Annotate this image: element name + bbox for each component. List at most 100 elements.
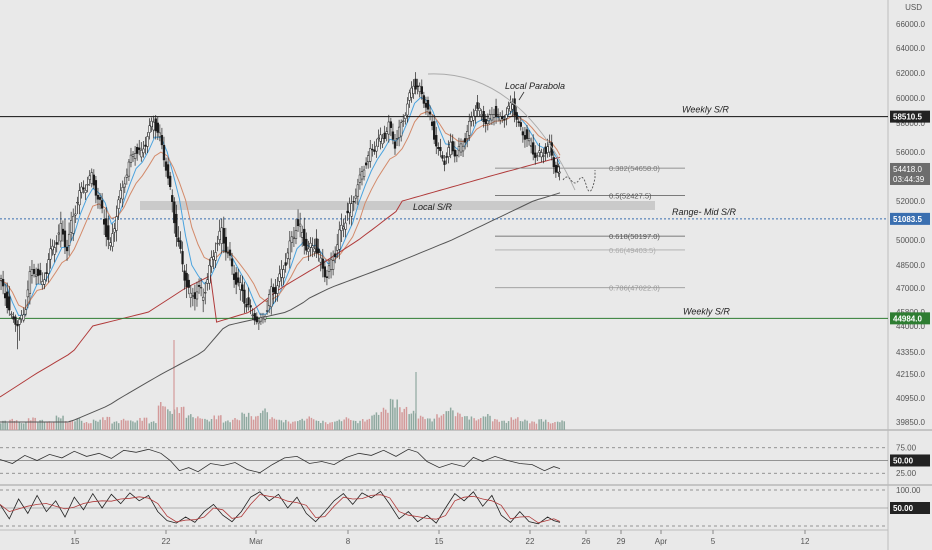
volume-bar [39, 420, 41, 430]
candle-body [253, 313, 256, 321]
candle-body [39, 270, 42, 276]
volume-bar [280, 420, 283, 430]
candle-body [408, 92, 411, 101]
parabola-arrow [518, 91, 525, 101]
candle-body [241, 284, 244, 292]
date-tick-label: 22 [162, 537, 171, 546]
candle-body [437, 147, 440, 149]
volume-bar [324, 422, 327, 430]
candle-body [187, 279, 190, 288]
volume-bar [85, 422, 88, 430]
volume-bar [18, 422, 21, 430]
candle-body [317, 248, 320, 254]
volume-bar [76, 418, 78, 430]
volume-bar [533, 421, 535, 430]
candle-body [486, 120, 489, 124]
candle-body [435, 135, 438, 147]
volume-bar [403, 408, 406, 430]
candle-body [280, 268, 283, 278]
volume-bar [192, 417, 194, 430]
volume-bar [187, 415, 190, 430]
volume-bar [243, 413, 246, 430]
candle-body [352, 201, 355, 203]
currency-label: USD [905, 3, 922, 12]
candle-body [57, 232, 60, 235]
candle-body [461, 145, 465, 152]
volume-bar [484, 416, 487, 430]
candle-body [61, 228, 65, 235]
candle-body [546, 146, 549, 153]
stoch-d-line [0, 494, 561, 524]
volume-bar [338, 419, 341, 430]
volume-bar [498, 421, 501, 430]
candle-body [354, 195, 357, 199]
date-tick-label: Mar [249, 537, 263, 546]
volume-bar [266, 412, 268, 430]
volume-bar [275, 419, 278, 430]
volume-bar [167, 409, 169, 430]
candle-body [26, 289, 29, 298]
volume-bar [106, 416, 108, 430]
candle-body [455, 154, 459, 157]
volume-bar [442, 414, 445, 430]
candle-body [507, 105, 510, 109]
candle-body [158, 132, 162, 138]
date-tick-label: Apr [655, 537, 668, 546]
volume-bar [512, 419, 515, 430]
volume-bar [510, 417, 512, 430]
fib-label: 0.66(49403.5) [609, 246, 656, 255]
candle-body [270, 286, 273, 308]
volume-bar [491, 421, 494, 430]
volume-bar [41, 419, 44, 430]
candle-body [86, 184, 89, 186]
candle-body [542, 155, 545, 157]
volume-bar [547, 422, 550, 430]
volume-bar [447, 411, 450, 430]
volume-bar [368, 418, 371, 430]
candle-body [334, 253, 337, 258]
volume-bar [359, 420, 361, 430]
candle-body [45, 272, 48, 274]
candle-body [226, 252, 230, 254]
volume-bar [505, 422, 508, 430]
candle-body [150, 120, 153, 127]
candle-body [265, 310, 269, 312]
candle-body [138, 147, 141, 150]
candle-body [290, 236, 294, 243]
candle-body [340, 224, 343, 231]
candle-body [348, 203, 351, 213]
volume-bar [424, 419, 426, 430]
candle-body [509, 102, 512, 112]
volume-bars [0, 340, 566, 430]
candle-body [195, 291, 199, 300]
candle-body [404, 115, 407, 119]
volume-bar [60, 418, 62, 430]
candle-body [156, 122, 159, 133]
candle-body [261, 316, 265, 320]
volume-bar [429, 418, 431, 430]
candle-body [478, 107, 481, 112]
candle-body [181, 251, 184, 265]
candle-body [263, 316, 267, 320]
volume-bar [357, 423, 359, 430]
candle-body [532, 142, 535, 155]
candle-body [329, 259, 333, 270]
parabola-curve [427, 73, 576, 191]
volume-bar [473, 418, 475, 430]
candle-body [82, 187, 85, 190]
candle-body [107, 225, 110, 240]
volume-bar [90, 423, 92, 430]
candle-body [109, 242, 112, 246]
volume-bar [354, 420, 357, 430]
volume-bar [561, 420, 563, 430]
candle-body [204, 292, 207, 294]
price-tick-label: 40950.0 [896, 394, 925, 403]
volume-bar [535, 423, 538, 430]
volume-bar [120, 420, 123, 430]
volume-bar [152, 421, 155, 430]
candle-body [402, 120, 405, 122]
volume-bar [350, 420, 352, 430]
volume-bar [134, 422, 136, 430]
volume-bar [180, 407, 183, 430]
